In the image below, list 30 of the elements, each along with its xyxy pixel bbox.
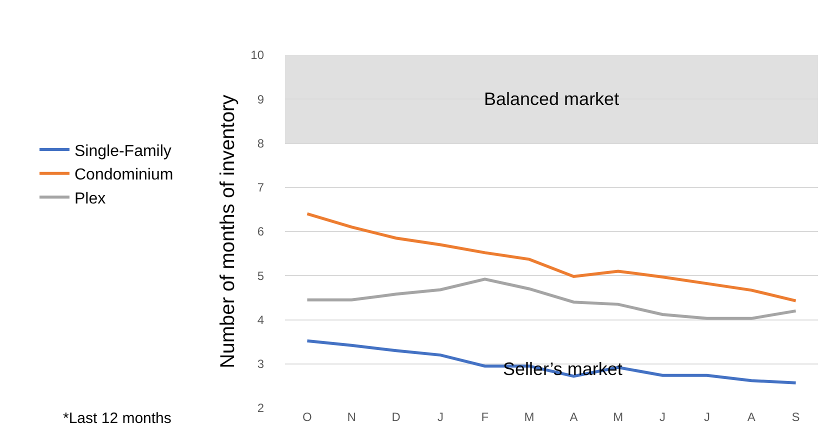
x-tick-label: A xyxy=(747,410,756,424)
y-tick-label: 10 xyxy=(250,48,264,62)
line-series xyxy=(306,278,798,320)
text: *Last 12 months xyxy=(63,410,172,427)
y-tick-label: 8 xyxy=(257,136,264,150)
x-tick-label: J xyxy=(437,410,444,424)
band-label: Balanced market xyxy=(484,89,620,109)
x-tick-label: M xyxy=(613,410,624,424)
x-tick-label: A xyxy=(570,410,578,424)
x-tick-label: F xyxy=(481,410,489,424)
y-tick-label: 9 xyxy=(257,92,264,106)
legend-label: Condominium xyxy=(74,166,174,184)
y-tick-label: 3 xyxy=(257,357,264,372)
x-tick-label: N xyxy=(347,410,356,424)
x-tick-label: O xyxy=(302,410,312,424)
y-tick-label: 6 xyxy=(257,224,264,239)
x-tick-label: J xyxy=(704,410,710,424)
x-tick-label: J xyxy=(660,410,666,424)
line-series xyxy=(306,212,798,302)
y-tick-label: 4 xyxy=(257,312,264,327)
x-tick-label: S xyxy=(792,410,800,424)
x-tick-label: D xyxy=(392,410,401,424)
y-axis-title: Number of months of inventory xyxy=(217,94,240,368)
x-tick-label: M xyxy=(524,410,534,424)
y-tick-label: 2 xyxy=(257,401,264,416)
legend-label: Plex xyxy=(74,190,106,208)
line-series xyxy=(306,339,798,384)
legend-label: Single-Family xyxy=(74,142,172,160)
y-tick-label: 5 xyxy=(257,268,264,283)
y-tick-label: 7 xyxy=(257,180,264,195)
